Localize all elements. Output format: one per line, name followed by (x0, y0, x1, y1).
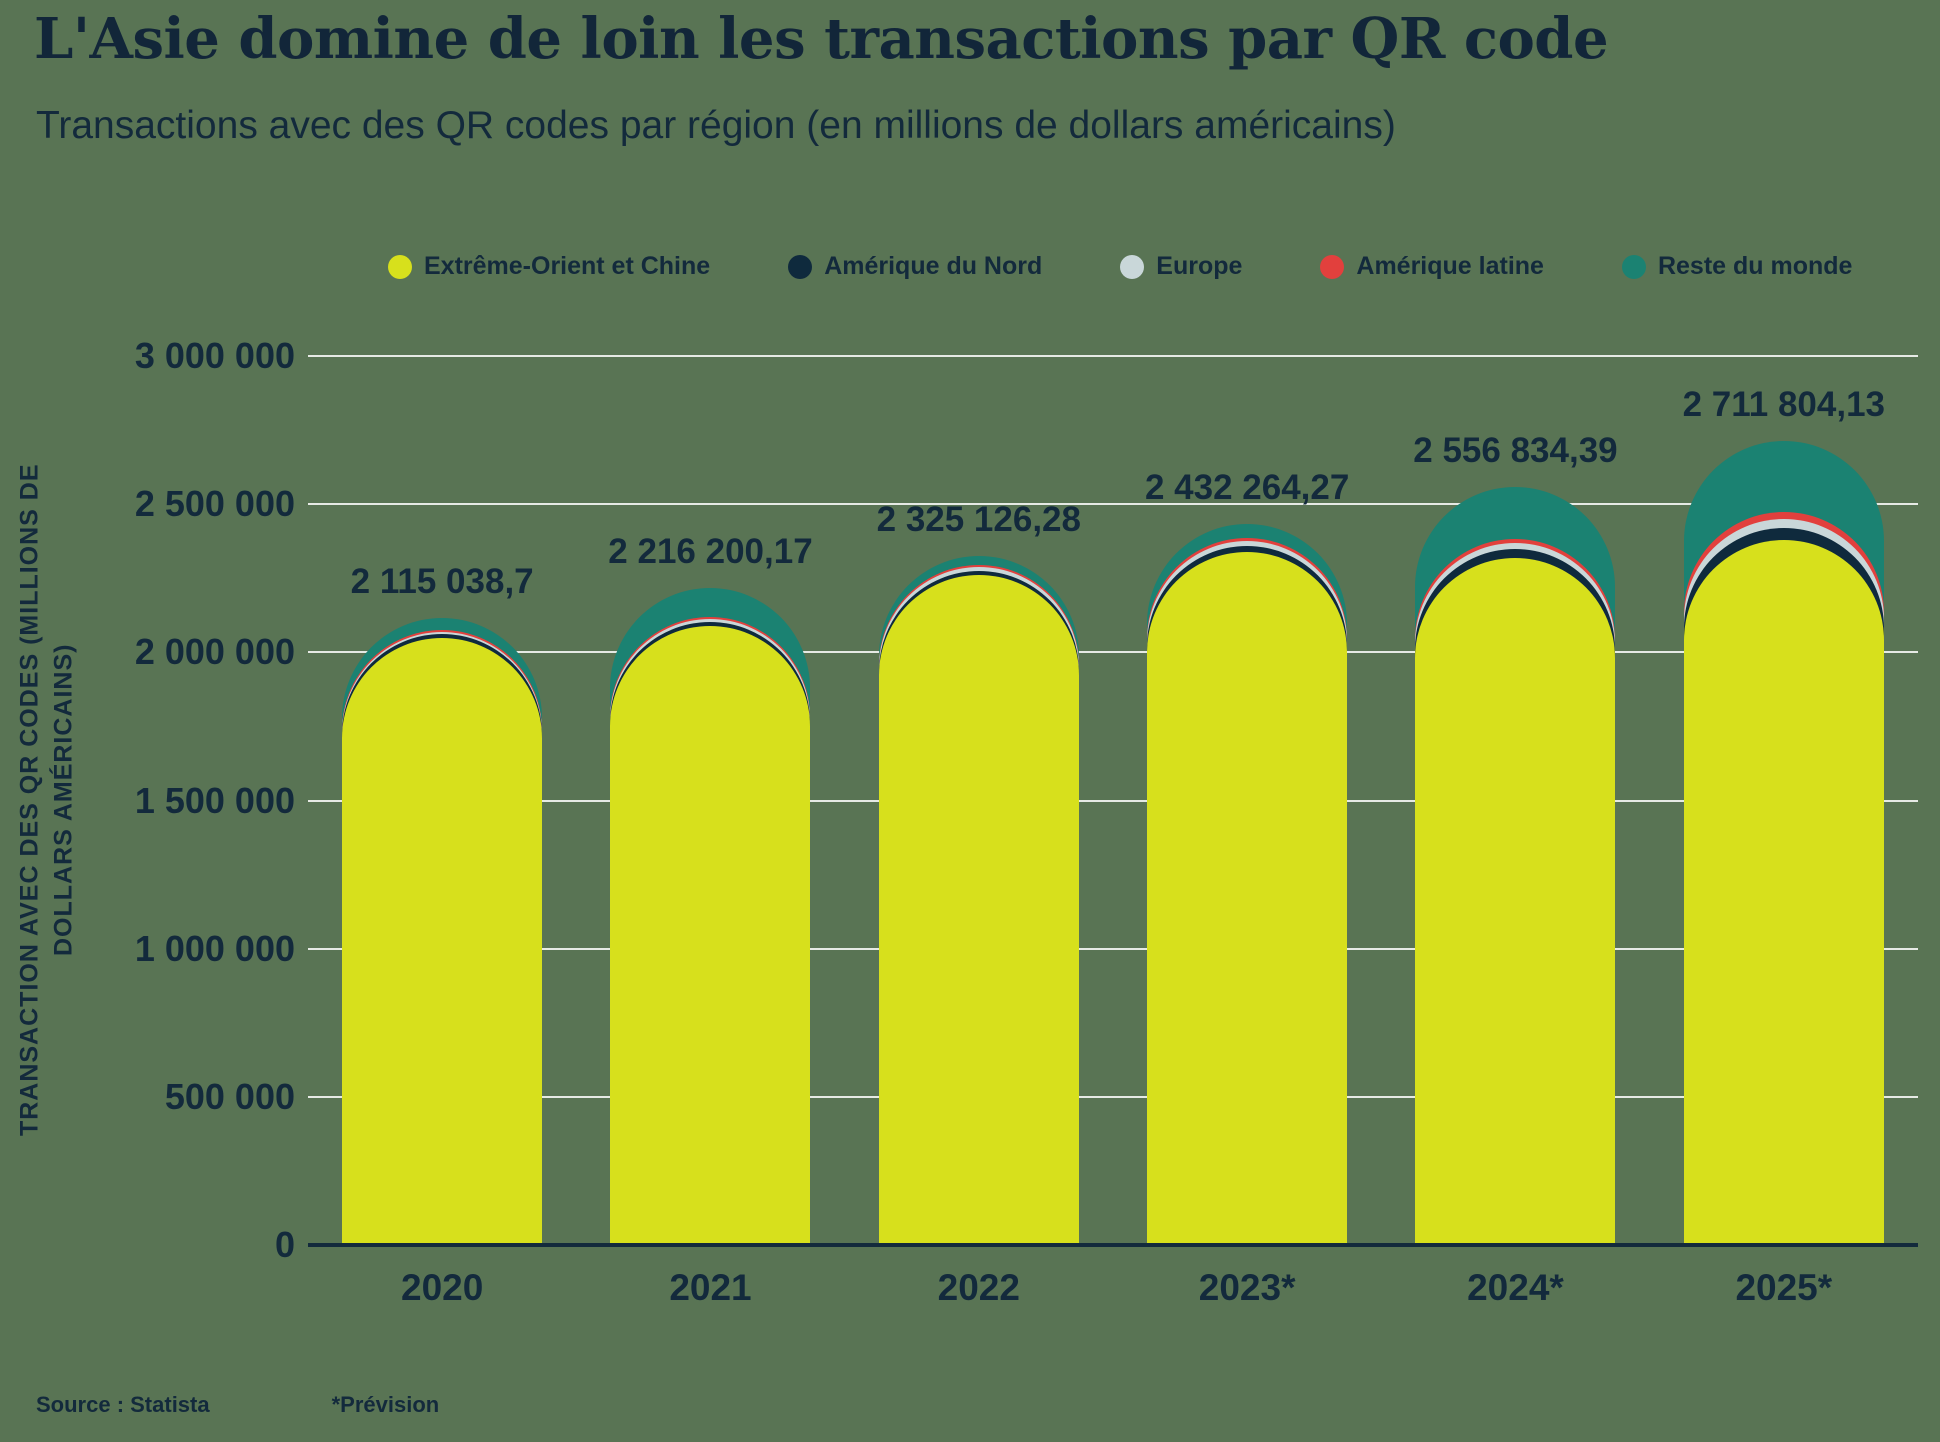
y-tick-label: 2 500 000 (134, 483, 295, 525)
legend-dot-icon (1621, 254, 1646, 279)
source-note: Source : Statista (36, 1392, 210, 1417)
y-tick-label: 1 500 000 (134, 779, 295, 821)
x-tick-label: 2022 (937, 1267, 1020, 1308)
bars: 2 115 038,7 2020 2 216 200,17 2021 2 325 126… (308, 356, 1918, 1308)
bar-value-label: 2 556 834,39 (1413, 431, 1618, 471)
legend-label: Extrême-Orient et Chine (424, 252, 711, 280)
bar-segment (1415, 557, 1616, 1245)
bar-column-2024: 2 556 834,39 2024* (1413, 356, 1618, 1308)
x-tick-label: 2024* (1467, 1267, 1564, 1308)
gridline (308, 799, 1918, 802)
x-tick-label: 2021 (669, 1267, 752, 1308)
legend-label: Reste du monde (1657, 252, 1853, 280)
x-tick-label: 2025* (1735, 1267, 1833, 1308)
gridlines (308, 355, 1918, 1247)
legend-item: Europe (1120, 252, 1242, 281)
gridline (308, 947, 1918, 950)
y-axis-title: TRANSACTION AVEC DES QR CODES (MILLIONS … (8, 340, 86, 1260)
y-tick-label: 500 000 (164, 1075, 295, 1117)
legend-dot-icon (388, 254, 412, 279)
footer: Source : Statista *Prévision (36, 1392, 439, 1418)
bar-segment (1147, 551, 1348, 1245)
forecast-note: *Prévision (331, 1392, 440, 1417)
bar-segment (1683, 539, 1884, 1245)
y-tick-label: 2 000 000 (134, 631, 295, 673)
y-axis-title-text: TRANSACTION AVEC DES QR CODES (MILLIONS … (13, 250, 81, 1350)
plot-area: 2 115 038,7 2020 2 216 200,17 2021 2 325 126… (308, 355, 1918, 1308)
bar-value-label: 2 115 038,7 (350, 562, 534, 602)
page-title: L'Asie domine de loin les transactions p… (34, 6, 1609, 72)
bar-column-2023: 2 432 264,27 2023* (1144, 356, 1350, 1308)
gridline (308, 651, 1918, 654)
bar-column-2021: 2 216 200,17 2021 (608, 356, 813, 1308)
legend-item: Reste du monde (1621, 252, 1853, 281)
x-axis-line (308, 1243, 1918, 1247)
gridline (308, 1095, 1918, 1098)
y-axis-ticks: 0 500 000 1 000 000 1 500 000 2 000 000 2 500… (95, 336, 295, 1265)
legend-label: Amérique latine (1356, 252, 1544, 280)
bar-value-label: 2 325 126,28 (876, 500, 1081, 539)
bar-column-2020: 2 115 038,7 2020 (342, 356, 543, 1308)
bar-segment (878, 575, 1079, 1245)
bar-column-2022: 2 325 126,28 2022 (876, 356, 1081, 1308)
bar-segment (342, 637, 543, 1245)
legend-item: Amérique du Nord (788, 252, 1042, 281)
y-tick-label: 0 (274, 1224, 295, 1265)
bar-value-label: 2 432 264,27 (1144, 468, 1350, 508)
legend-dot-icon (1320, 254, 1345, 279)
gridline (308, 503, 1918, 506)
x-tick-label: 2023* (1198, 1267, 1296, 1308)
gridline (308, 355, 1918, 357)
legend-item: Extrême-Orient et Chine (388, 252, 710, 281)
bar-value-label: 2 711 804,13 (1682, 385, 1886, 425)
x-tick-label: 2020 (401, 1267, 484, 1308)
bar-value-label: 2 216 200,17 (608, 532, 813, 572)
bar-column-2025: 2 711 804,13 2025* (1682, 356, 1886, 1308)
legend-dot-icon (1120, 254, 1145, 279)
legend-label: Europe (1156, 252, 1243, 280)
legend-item: Amérique latine (1320, 252, 1544, 281)
legend: Extrême-Orient et Chine Amérique du Nord E… (388, 252, 1852, 281)
legend-label: Amérique du Nord (824, 252, 1043, 280)
page-subtitle: Transactions avec des QR codes par régio… (36, 104, 1396, 147)
y-tick-label: 1 000 000 (134, 927, 295, 969)
bar-segment (610, 625, 811, 1245)
y-axis-title-line2: DOLLARS AMÉRICAINS) (49, 643, 77, 957)
legend-dot-icon (788, 254, 813, 279)
y-tick-label: 3 000 000 (134, 335, 295, 376)
y-axis-title-line1: TRANSACTION AVEC DES QR CODES (MILLIONS … (15, 463, 44, 1137)
